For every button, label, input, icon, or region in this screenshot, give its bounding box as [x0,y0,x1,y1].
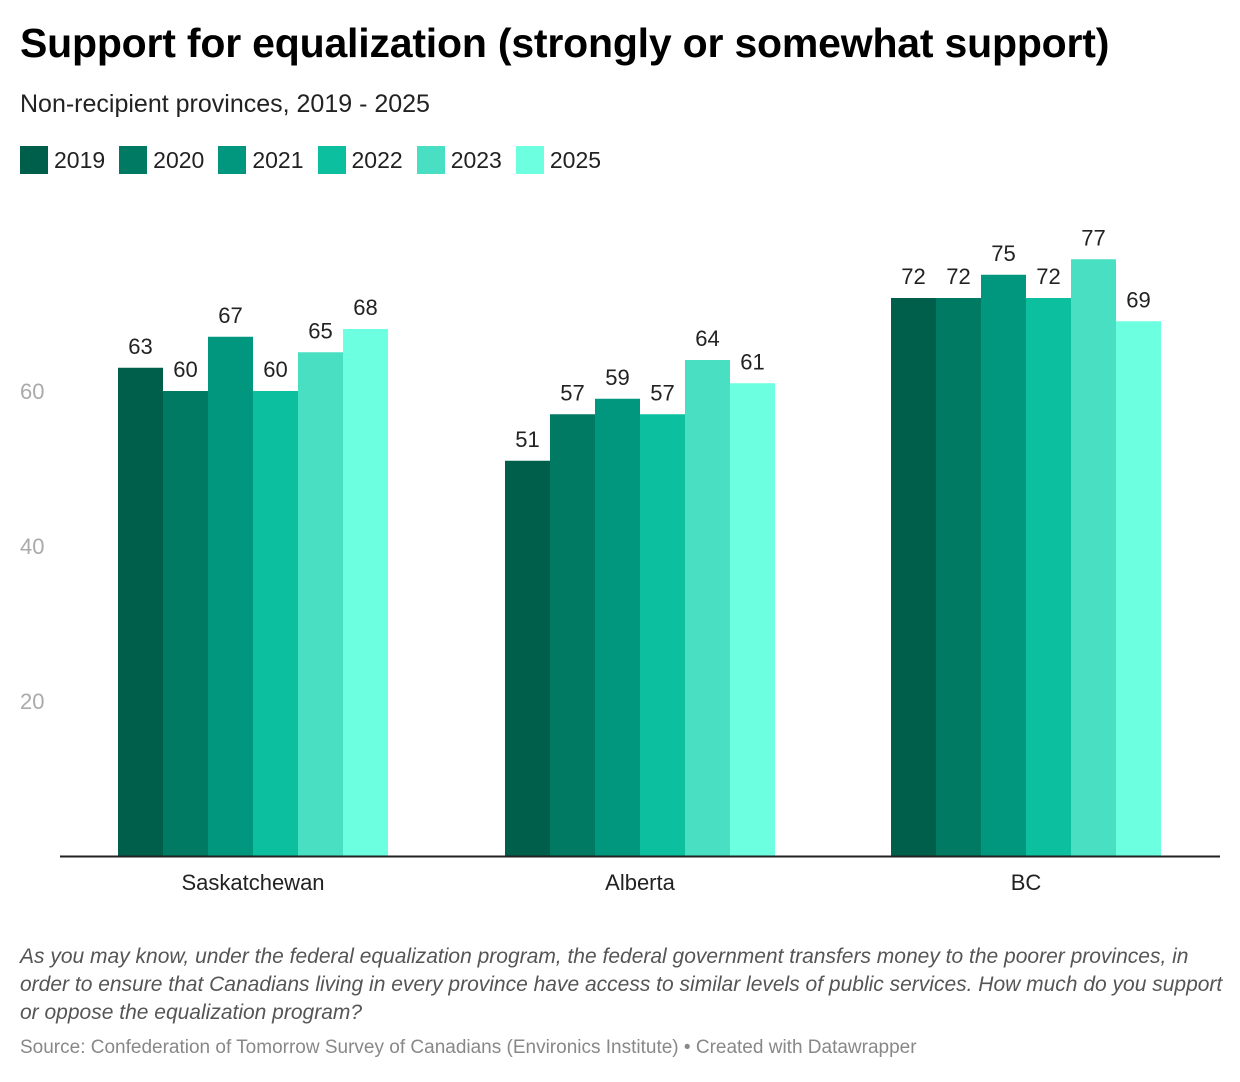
bar-alberta-2022 [640,414,685,856]
chart-title: Support for equalization (strongly or so… [20,20,1110,66]
bar-value-label: 72 [901,264,925,289]
bar-value-label: 67 [218,303,242,328]
bar-value-label: 77 [1081,225,1105,250]
legend-swatch [218,146,247,174]
legend-label: 2019 [54,146,106,173]
survey-question-note: As you may know, under the federal equal… [20,945,1223,1024]
y-tick-label: 20 [20,689,44,714]
bar-bc-2021 [981,274,1026,856]
legend-item-2021: 2021 [218,146,304,174]
bar-value-label: 57 [560,380,584,405]
source-line: Source: Confederation of Tomorrow Survey… [20,1037,917,1058]
legend-item-2022: 2022 [317,146,403,174]
legend-label: 2021 [252,146,304,173]
bar-value-label: 75 [991,241,1015,266]
bar-value-label: 69 [1126,287,1150,312]
bar-chart: 20 40 60 63 60 67 60 65 68 Saskatchewan 51 57 59 57 64… [20,225,1220,895]
bar-alberta-2019 [505,460,550,856]
chart-subtitle: Non-recipient provinces, 2019 - 2025 [20,90,430,118]
bar-bc-2023 [1071,259,1116,856]
legend-item-2019: 2019 [20,146,105,174]
x-category-label: Alberta [605,870,675,895]
legend-item-2023: 2023 [416,146,502,174]
bar-value-label: 68 [353,295,377,320]
bar-bc-2019 [891,298,936,856]
bar-value-label: 60 [263,357,287,382]
legend-swatch [515,146,544,174]
legend-item-2025: 2025 [515,146,602,174]
bar-value-label: 57 [650,380,674,405]
bar-alberta-2025 [730,383,775,856]
legend-swatch [317,146,346,174]
bar-value-label: 72 [1036,264,1060,289]
bar-saskatchewan-2021 [208,336,253,856]
bar-value-label: 61 [740,349,764,374]
bar-bc-2025 [1116,321,1161,856]
bar-value-label: 51 [515,427,539,452]
legend-label: 2022 [351,146,403,173]
legend-label: 2025 [549,146,602,173]
bar-value-label: 72 [946,264,970,289]
bar-value-label: 59 [605,365,629,390]
bar-value-label: 64 [695,326,719,351]
legend-swatch [20,146,48,174]
legend: 2019 2020 2021 2022 2023 2025 [20,146,615,174]
bar-saskatchewan-2022 [253,391,298,856]
bar-saskatchewan-2025 [343,329,388,856]
bar-saskatchewan-2023 [298,352,343,856]
x-category-label: BC [1011,870,1042,895]
legend-swatch [416,146,445,174]
bar-value-label: 65 [308,318,332,343]
bar-value-label: 63 [128,334,152,359]
bar-bc-2022 [1026,298,1071,856]
x-category-label: Saskatchewan [181,870,324,895]
y-tick-label: 60 [20,379,44,404]
bar-saskatchewan-2019 [118,367,163,856]
y-tick-label: 40 [20,534,44,559]
legend-item-2020: 2020 [119,146,204,174]
bar-alberta-2023 [685,360,730,856]
legend-label: 2023 [450,146,502,173]
legend-label: 2020 [153,146,205,173]
bar-alberta-2020 [550,414,595,856]
legend-swatch [119,146,148,174]
bar-alberta-2021 [595,398,640,856]
bar-value-label: 60 [173,357,197,382]
bar-bc-2020 [936,298,981,856]
bar-saskatchewan-2020 [163,391,208,856]
